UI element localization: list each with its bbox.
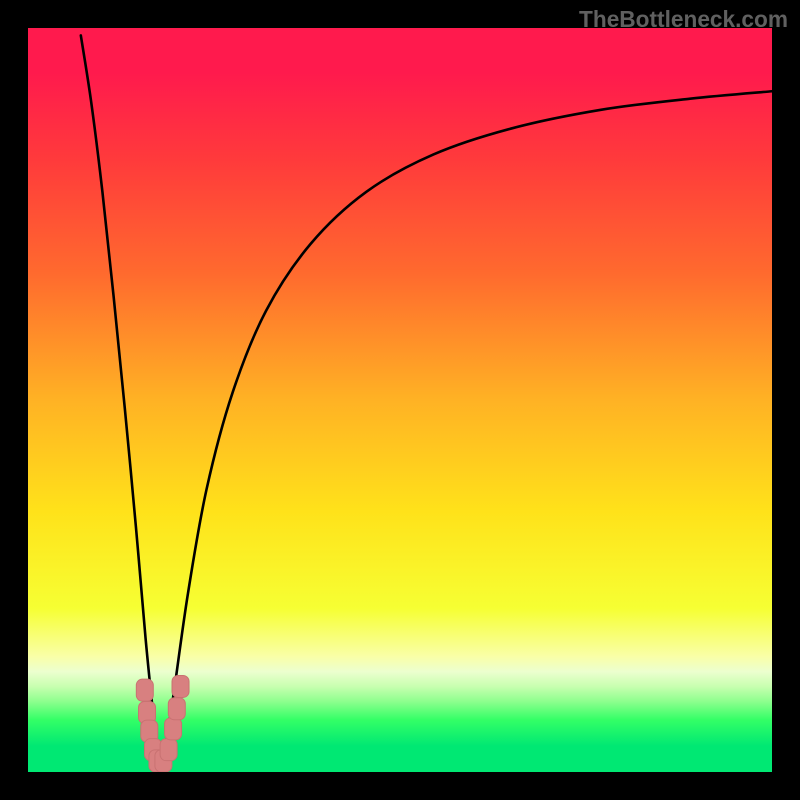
watermark-text: TheBottleneck.com bbox=[579, 6, 788, 33]
gradient-background bbox=[28, 28, 772, 772]
chart-frame: TheBottleneck.com bbox=[0, 0, 800, 800]
curve-marker bbox=[172, 675, 189, 697]
curve-marker bbox=[160, 739, 177, 761]
curve-marker bbox=[168, 698, 185, 720]
curve-marker bbox=[136, 679, 153, 701]
curve-marker bbox=[165, 718, 182, 740]
bottleneck-chart bbox=[0, 0, 800, 800]
